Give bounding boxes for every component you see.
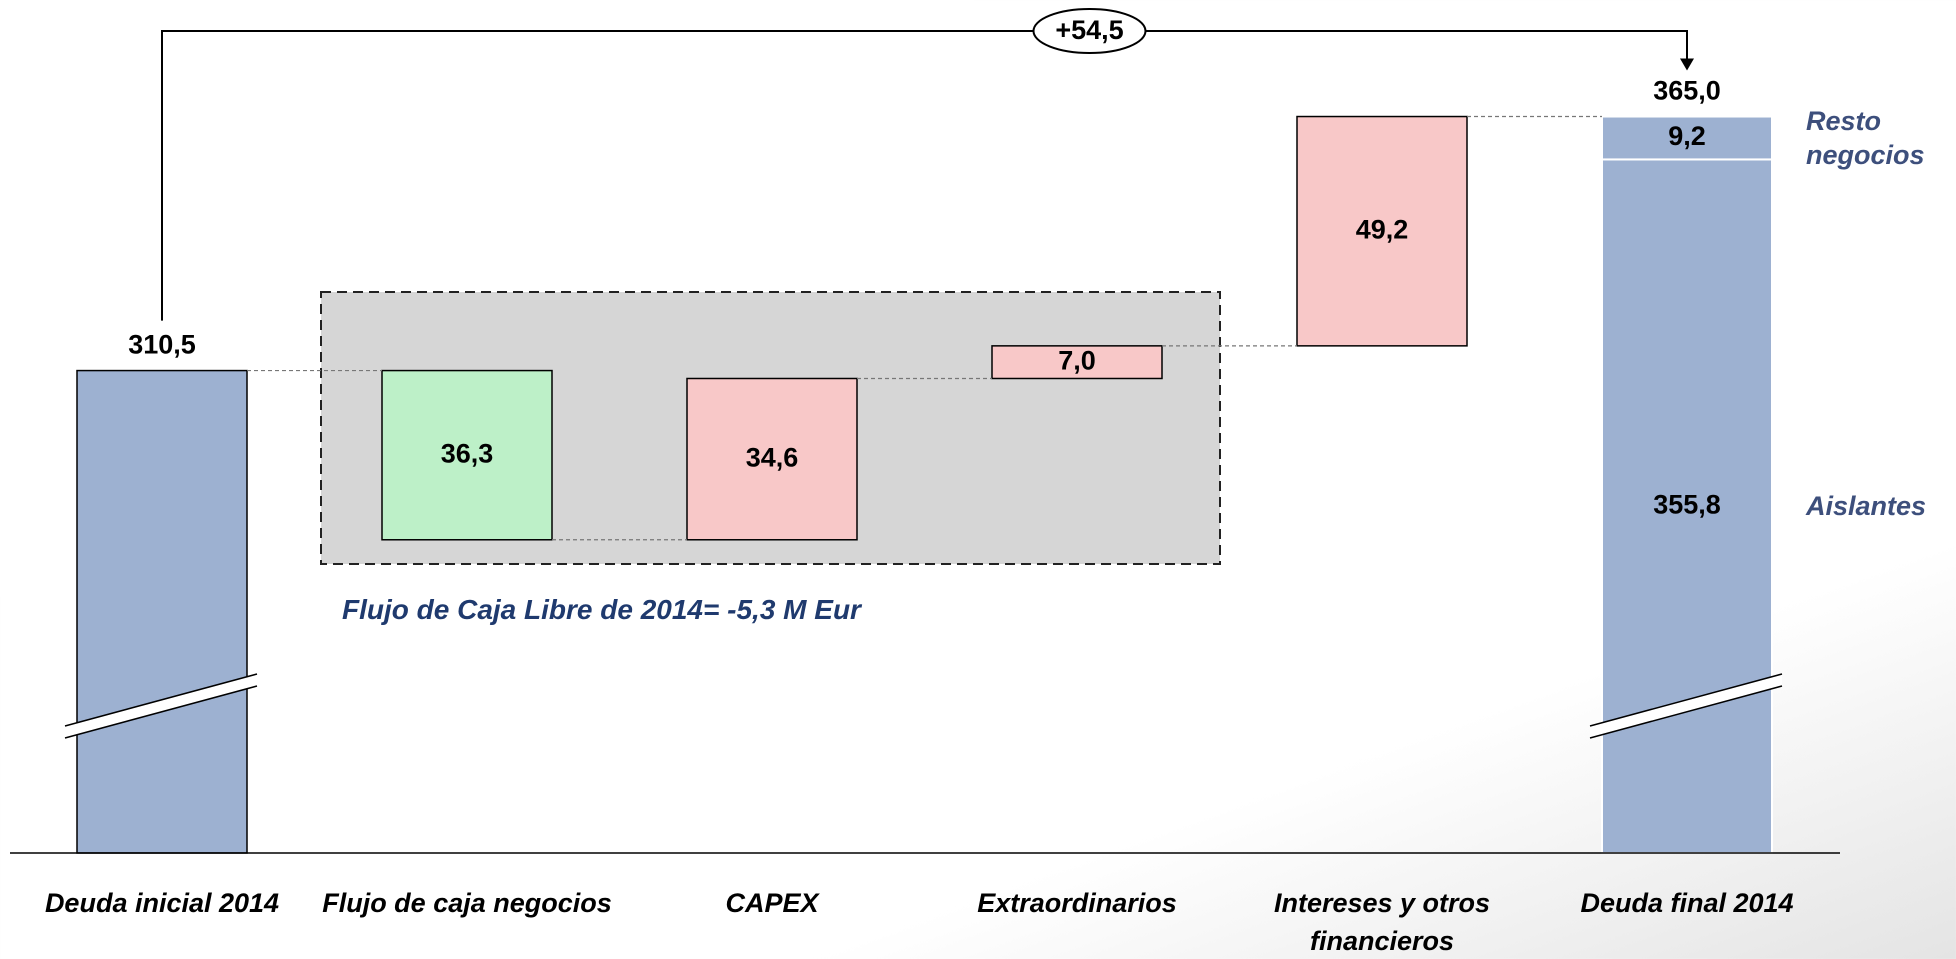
value-label: 365,0 <box>1653 76 1721 106</box>
axis-break <box>64 673 258 727</box>
category-label: Extraordinarios <box>977 888 1177 918</box>
value-label: 34,6 <box>746 442 799 472</box>
value-label: 49,2 <box>1356 214 1409 244</box>
axis-break <box>1589 673 1783 727</box>
bar <box>1296 115 1468 347</box>
category-label: Flujo de caja negocios <box>322 888 612 918</box>
arrow-head <box>1680 58 1694 71</box>
axis-break <box>64 685 258 739</box>
category-label: Intereses y otros financieros <box>1273 888 1491 956</box>
value-label: 36,3 <box>441 438 494 468</box>
bar <box>76 369 248 854</box>
difference-label: +54,5 <box>1055 15 1123 45</box>
category-label: Deuda inicial 2014 <box>44 888 280 918</box>
segment-label: 9,2 <box>1668 121 1706 151</box>
bar-segment <box>1601 115 1773 161</box>
axis-break <box>65 674 257 738</box>
bar <box>381 369 553 541</box>
value-label: 7,0 <box>1058 345 1096 375</box>
segment-name: Resto negocios <box>1806 105 1925 170</box>
difference-bracket <box>161 30 1688 321</box>
category-label: CAPEX <box>725 888 819 918</box>
category-label: Deuda final 2014 <box>1580 888 1794 918</box>
bar <box>686 377 858 541</box>
axis-break <box>1589 685 1783 739</box>
value-label: 310,5 <box>128 330 196 360</box>
bar <box>991 345 1163 380</box>
segment-name: Aislantes <box>1806 491 1927 522</box>
axis-break <box>1590 674 1782 738</box>
note: Flujo de Caja Libre de 2014= -5,3 M Eur <box>342 594 861 625</box>
bar-segment <box>1601 158 1773 855</box>
difference-badge <box>1032 8 1147 54</box>
segment-label: 355,8 <box>1653 489 1721 519</box>
